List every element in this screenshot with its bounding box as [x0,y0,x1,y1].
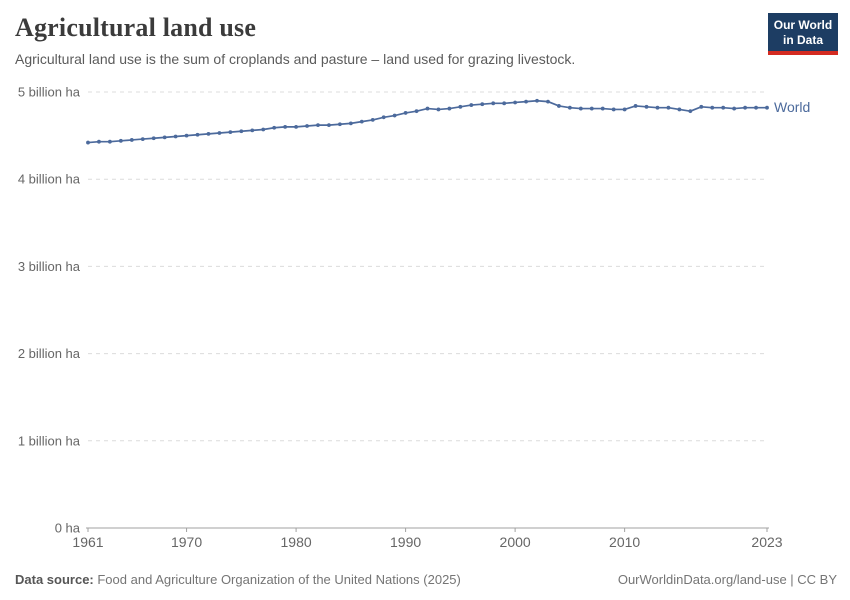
data-point[interactable] [469,103,474,107]
data-point[interactable] [151,136,156,141]
y-axis-tick-label: 5 billion ha [18,85,81,100]
owid-logo-line2: in Data [782,32,823,47]
data-point[interactable] [283,124,288,129]
data-point[interactable] [381,115,386,120]
data-point[interactable] [239,129,244,134]
data-point[interactable] [86,140,90,145]
data-point[interactable] [611,107,616,112]
data-point[interactable] [447,106,452,111]
data-point[interactable] [557,104,561,108]
data-point[interactable] [666,105,671,110]
data-point[interactable] [97,139,101,144]
data-point[interactable] [567,105,572,110]
data-point[interactable] [754,105,758,110]
data-point[interactable] [348,121,353,126]
data-point[interactable] [305,124,309,128]
data-point[interactable] [436,107,441,112]
data-point[interactable] [327,123,331,128]
data-point[interactable] [118,138,123,143]
data-point[interactable] [710,105,715,110]
data-point[interactable] [513,100,518,105]
data-point[interactable] [228,130,233,135]
data-point[interactable] [688,109,693,114]
data-point[interactable] [677,107,682,112]
data-point[interactable] [480,102,485,107]
x-axis-tick-label: 1980 [281,534,312,550]
data-point[interactable] [206,131,211,136]
data-point[interactable] [589,106,594,111]
y-axis-tick-label: 1 billion ha [18,433,81,448]
series-end-label[interactable]: World [774,99,810,115]
y-axis-tick-label: 2 billion ha [18,346,81,361]
line-chart-canvas[interactable]: 0 ha 1 billion ha 2 billion ha 3 billion ha… [0,78,850,554]
data-point[interactable] [655,105,660,110]
data-point[interactable] [502,101,507,106]
y-axis-tick-label: 3 billion ha [18,259,81,274]
data-point[interactable] [108,139,112,144]
x-axis-tick-label: 1961 [72,534,103,550]
data-point[interactable] [600,106,605,111]
data-point[interactable] [337,122,342,127]
data-point[interactable] [535,98,539,103]
data-point[interactable] [370,118,375,122]
data-point[interactable] [633,104,638,108]
data-source: Data source: Food and Agriculture Organi… [15,572,461,587]
data-point[interactable] [546,99,550,104]
data-point[interactable] [184,133,189,138]
x-axis-tick-label: 1970 [171,534,202,550]
data-point[interactable] [250,128,255,133]
chart-subtitle: Agricultural land use is the sum of crop… [15,51,576,67]
data-point[interactable] [721,105,726,110]
data-source-text: Food and Agriculture Organization of the… [93,572,461,587]
data-source-label: Data source: [15,572,94,587]
data-point[interactable] [173,134,178,139]
data-point[interactable] [524,99,528,104]
data-point[interactable] [425,106,430,111]
x-axis-tick-label: 1990 [390,534,421,550]
data-point[interactable] [765,105,769,110]
y-axis-tick-label: 0 ha [55,521,81,536]
data-point[interactable] [622,107,627,112]
data-point[interactable] [699,104,704,109]
x-axis-tick-label: 2010 [609,534,640,550]
data-point[interactable] [217,131,222,135]
chart-footer: Data source: Food and Agriculture Organi… [15,572,837,587]
owid-logo-line1: Our World [773,18,833,32]
data-point[interactable] [316,123,320,128]
y-axis-tick-label: 4 billion ha [18,172,81,187]
data-point[interactable] [743,105,747,110]
data-point[interactable] [732,106,737,111]
data-point[interactable] [392,113,397,118]
x-axis-tick-label: 2000 [500,534,531,550]
data-point[interactable] [578,106,583,111]
x-axis-tick-label: 2023 [751,534,782,550]
data-point[interactable] [644,104,649,109]
data-point[interactable] [414,109,419,114]
data-point[interactable] [294,124,298,129]
page-title: Agricultural land use [15,13,257,42]
data-point[interactable] [261,127,266,132]
data-point[interactable] [491,101,496,106]
credit-link[interactable]: OurWorldinData.org/land-use | CC BY [617,572,837,587]
data-point[interactable] [140,137,145,141]
data-point[interactable] [195,132,200,137]
data-point[interactable] [162,135,167,140]
data-point[interactable] [129,138,134,142]
data-point[interactable] [272,125,277,130]
owid-logo: Our World in Data [768,13,838,56]
data-point[interactable] [403,111,408,115]
data-point[interactable] [458,104,463,109]
data-point[interactable] [359,119,364,124]
